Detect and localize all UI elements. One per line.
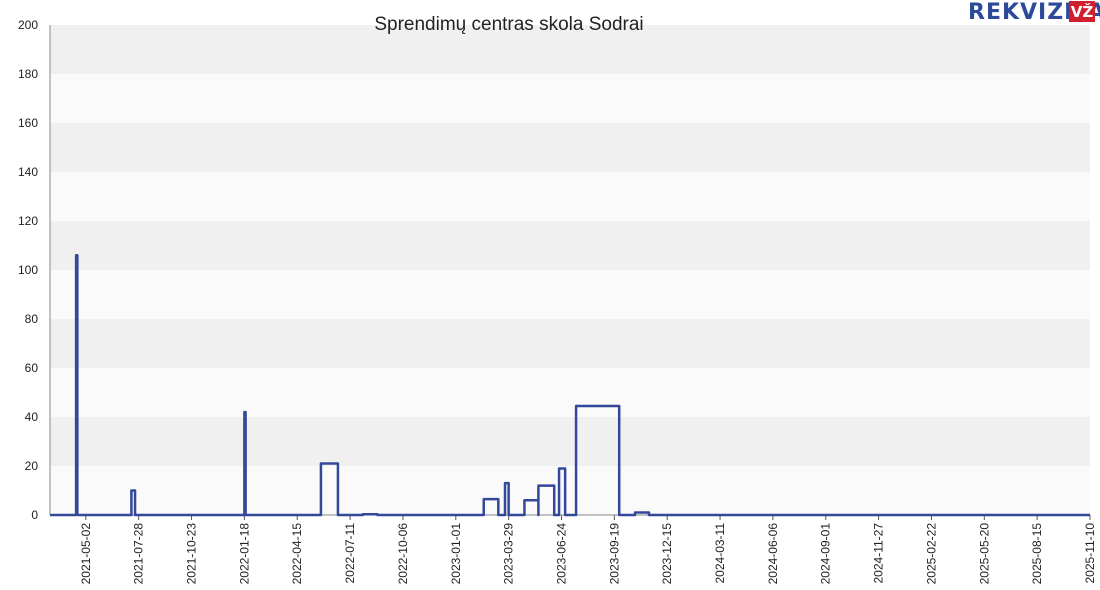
y-tick-label: 180 — [18, 67, 38, 81]
x-tick-label: 2025-11-10 — [1083, 523, 1097, 584]
x-tick-label: 2023-12-15 — [660, 523, 674, 585]
x-tick-label: 2021-10-23 — [185, 523, 199, 585]
y-tick-label: 80 — [25, 312, 39, 326]
grid-band — [50, 221, 1090, 270]
x-tick-label: 2021-05-02 — [79, 523, 93, 585]
rekvizitai-logo: REKVIZITAI VŽ — [968, 0, 1100, 25]
y-tick-label: 20 — [25, 459, 39, 473]
grid-band — [50, 270, 1090, 319]
y-tick-label: 200 — [18, 18, 38, 32]
x-tick-label: 2022-04-15 — [290, 523, 304, 585]
grid-band — [50, 123, 1090, 172]
grid-band — [50, 319, 1090, 368]
x-tick-label: 2025-05-20 — [977, 523, 991, 585]
grid-band — [50, 74, 1090, 123]
x-tick-label: 2024-03-11 — [713, 523, 727, 584]
y-tick-label: 120 — [18, 214, 38, 228]
grid-band — [50, 172, 1090, 221]
y-tick-label: 140 — [18, 165, 38, 179]
x-tick-label: 2023-09-19 — [607, 523, 621, 585]
logo-badge — [1069, 1, 1095, 22]
grid-band — [50, 417, 1090, 466]
x-tick-label: 2023-01-01 — [449, 523, 463, 585]
x-tick-label: 2024-06-06 — [766, 523, 780, 585]
x-axis: 2021-05-02 2021-07-28 2021-10-23 2022-01-18… — [79, 515, 1097, 584]
x-tick-label: 2022-10-06 — [396, 523, 410, 585]
background-bands — [50, 25, 1090, 515]
x-tick-label: 2024-09-01 — [819, 523, 833, 585]
y-tick-label: 160 — [18, 116, 38, 130]
y-axis: 0 20 40 60 80 100 120 140 160 180 200 — [18, 18, 38, 522]
logo-badge-text: VŽ — [1071, 2, 1094, 21]
y-tick-label: 40 — [25, 410, 39, 424]
x-tick-label: 2022-01-18 — [237, 523, 251, 585]
x-tick-label: 2022-07-11 — [343, 523, 357, 584]
x-tick-label: 2025-02-22 — [924, 523, 938, 585]
grid-band — [50, 466, 1090, 515]
x-tick-label: 2023-03-29 — [502, 523, 516, 585]
grid-band — [50, 25, 1090, 74]
y-tick-label: 100 — [18, 263, 38, 277]
grid-band — [50, 368, 1090, 417]
x-tick-label: 2024-11-27 — [872, 523, 886, 584]
x-tick-label: 2025-08-15 — [1030, 523, 1044, 585]
series-line — [50, 254, 1090, 517]
y-tick-label: 0 — [31, 508, 38, 522]
x-tick-label: 2023-06-24 — [554, 523, 568, 585]
chart-title: Sprendimų centras skola Sodrai — [374, 14, 643, 35]
x-tick-label: 2021-07-28 — [132, 523, 146, 585]
y-tick-label: 60 — [25, 361, 39, 375]
